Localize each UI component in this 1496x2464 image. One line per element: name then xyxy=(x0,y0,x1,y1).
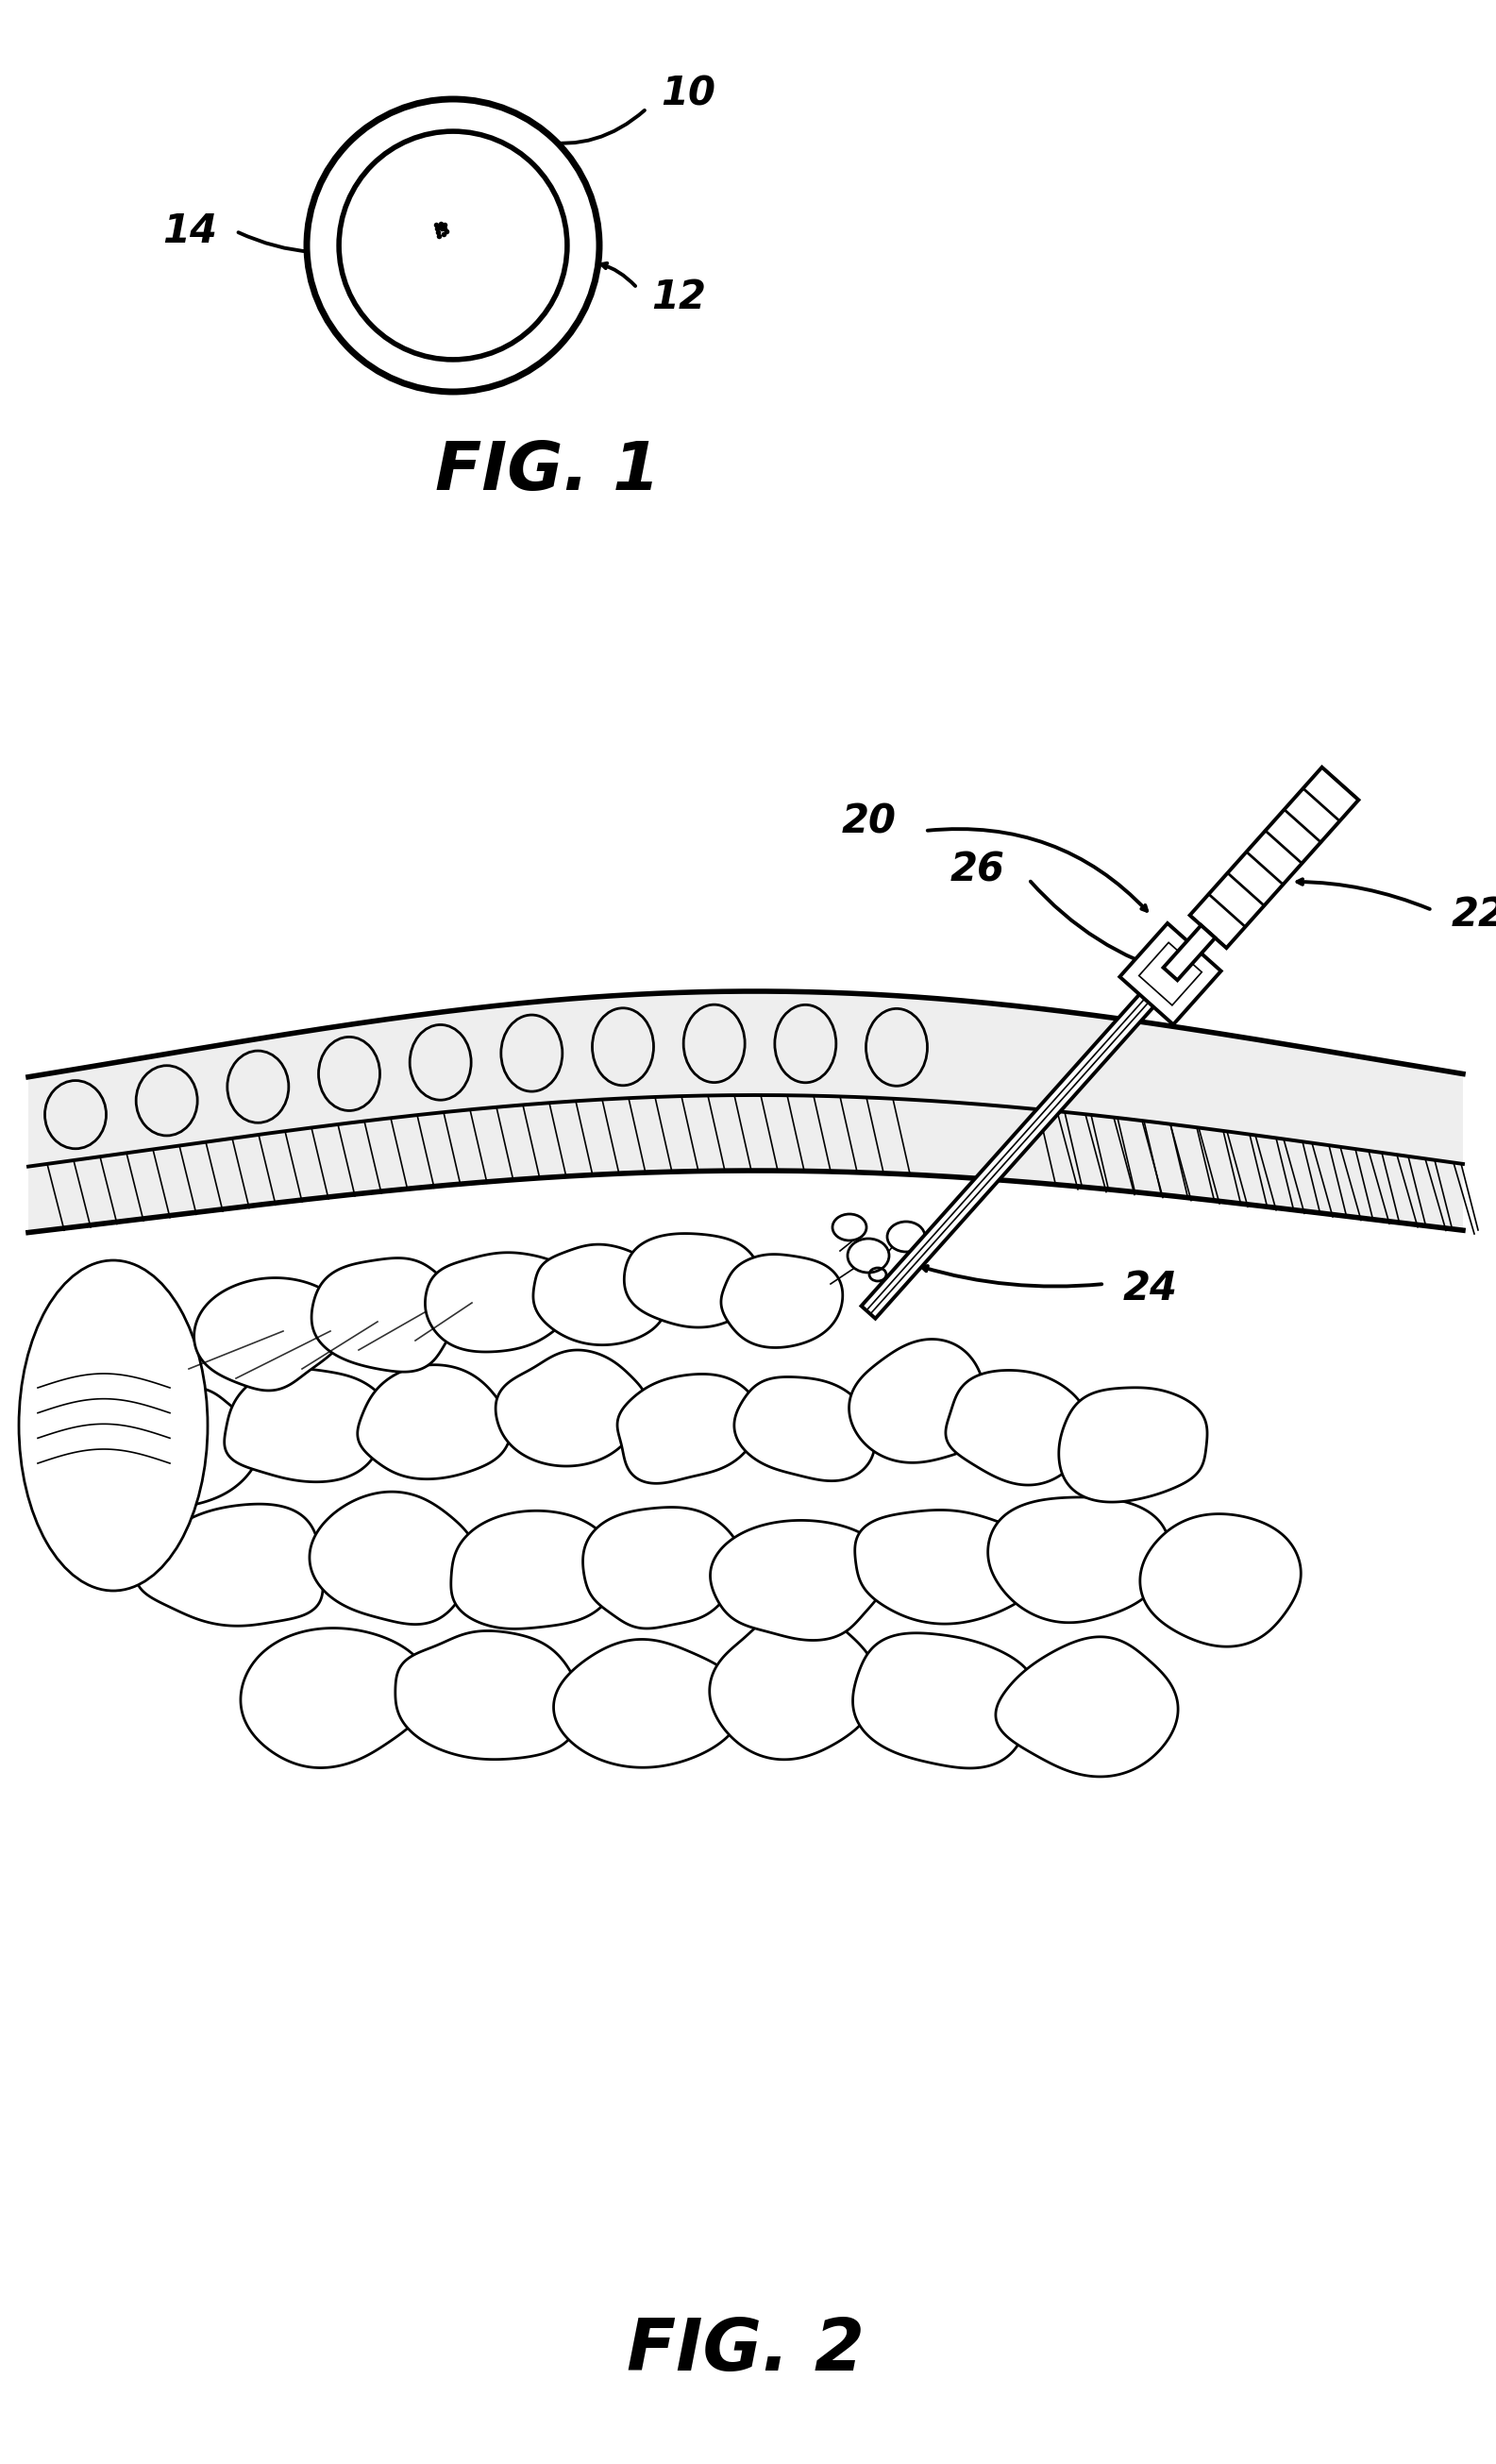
Polygon shape xyxy=(554,1639,744,1767)
Ellipse shape xyxy=(19,1259,208,1592)
Polygon shape xyxy=(996,1636,1177,1777)
Ellipse shape xyxy=(592,1008,654,1087)
Ellipse shape xyxy=(848,1239,889,1271)
Polygon shape xyxy=(1189,766,1358,949)
Text: FIG. 1: FIG. 1 xyxy=(435,439,660,505)
Polygon shape xyxy=(395,1631,580,1759)
Polygon shape xyxy=(583,1508,742,1629)
Polygon shape xyxy=(945,1370,1091,1486)
Polygon shape xyxy=(194,1279,349,1390)
Circle shape xyxy=(340,131,567,360)
Polygon shape xyxy=(425,1252,576,1353)
Polygon shape xyxy=(1059,1387,1207,1503)
Text: FIG. 2: FIG. 2 xyxy=(627,2316,865,2385)
Polygon shape xyxy=(94,1387,260,1508)
Text: 10: 10 xyxy=(661,74,715,113)
Polygon shape xyxy=(735,1377,875,1481)
Circle shape xyxy=(307,99,600,392)
Polygon shape xyxy=(310,1491,477,1624)
Polygon shape xyxy=(450,1510,618,1629)
Polygon shape xyxy=(709,1607,878,1759)
Ellipse shape xyxy=(866,1008,928,1087)
Polygon shape xyxy=(854,1510,1046,1624)
Polygon shape xyxy=(618,1375,760,1483)
Ellipse shape xyxy=(410,1025,471,1099)
Polygon shape xyxy=(1140,1513,1302,1646)
Ellipse shape xyxy=(775,1005,836,1082)
Polygon shape xyxy=(624,1234,760,1328)
Polygon shape xyxy=(136,1503,323,1626)
Text: 26: 26 xyxy=(950,850,1005,890)
Polygon shape xyxy=(311,1259,464,1372)
Polygon shape xyxy=(358,1365,510,1478)
Ellipse shape xyxy=(136,1064,197,1136)
Polygon shape xyxy=(850,1338,986,1464)
Ellipse shape xyxy=(227,1050,289,1124)
Polygon shape xyxy=(533,1244,667,1345)
Text: 14: 14 xyxy=(163,212,217,251)
Text: 22: 22 xyxy=(1451,894,1496,934)
Polygon shape xyxy=(711,1520,889,1641)
Ellipse shape xyxy=(832,1215,866,1239)
Polygon shape xyxy=(1119,924,1221,1025)
Text: 20: 20 xyxy=(842,801,896,840)
Ellipse shape xyxy=(501,1015,562,1092)
Polygon shape xyxy=(495,1350,646,1466)
Polygon shape xyxy=(1164,926,1215,981)
Polygon shape xyxy=(224,1368,390,1481)
Polygon shape xyxy=(28,991,1463,1232)
Ellipse shape xyxy=(319,1037,380,1111)
Polygon shape xyxy=(853,1634,1035,1769)
Ellipse shape xyxy=(684,1005,745,1082)
Polygon shape xyxy=(241,1629,429,1767)
Polygon shape xyxy=(721,1254,842,1348)
Polygon shape xyxy=(862,978,1168,1318)
Text: 24: 24 xyxy=(1123,1269,1177,1308)
Text: 12: 12 xyxy=(651,278,706,318)
Polygon shape xyxy=(987,1498,1170,1624)
Ellipse shape xyxy=(45,1082,106,1148)
Ellipse shape xyxy=(887,1222,925,1252)
